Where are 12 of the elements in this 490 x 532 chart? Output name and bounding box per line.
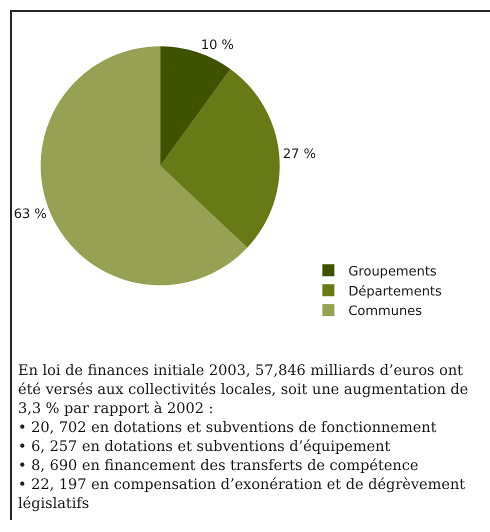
legend-label: Groupements: [348, 264, 437, 280]
text: En loi de finances initiale 2003, 57,846 milliards d’euros ont été versés aux collectivités locales, soit une augmentation de 3,3 % par rapport à 2002 :: [18, 362, 470, 419]
text: • 8, 690 en financement des transferts de compétence: [18, 457, 420, 476]
text: • 6, 257 en dotations et subventions d’équipement: [18, 438, 392, 457]
text: • 20, 702 en dotations et subventions de fonctionnement: [18, 419, 438, 438]
text: • 22, 197 en compensation d’exonération et de dégrèvement législatifs: [18, 476, 466, 514]
legend-label: Départements: [348, 284, 442, 300]
data-label: 27 %: [282, 146, 316, 162]
pie-slice: [160, 69, 280, 248]
data-label: 63 %: [14, 206, 47, 222]
data-label: 10 %: [200, 38, 234, 53]
legend-label: Communes: [348, 304, 422, 320]
